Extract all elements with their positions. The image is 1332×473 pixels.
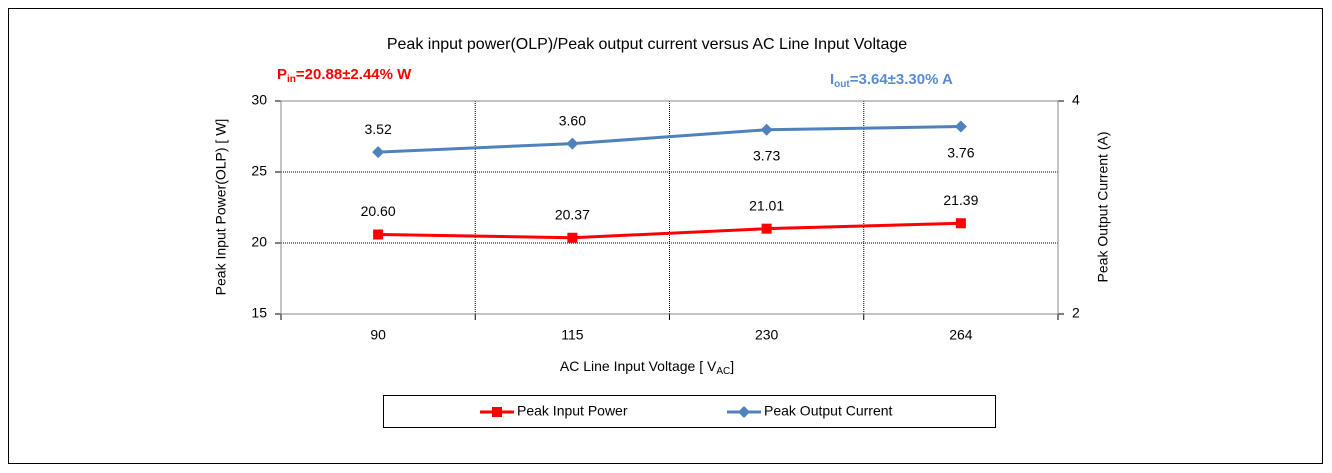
data-label: 3.52 [365,121,392,137]
x-tick-label: 115 [561,327,584,343]
annotation-sub: in [287,74,296,85]
x-axis-label: AC Line Input Voltage [ VAC] [560,358,734,377]
y2-tick-label: 2 [1072,305,1080,321]
legend-box [383,395,996,428]
y-axis-label: Peak Input Power(OLP) [ W] [213,119,229,296]
data-point [567,232,578,243]
x-axis-label-main: AC Line Input Voltage [ V [560,358,717,374]
annotation-sub: out [834,79,850,90]
data-point [761,223,772,234]
x-tick-label: 90 [370,327,386,343]
data-point [373,229,384,240]
legend-label: Peak Input Power [517,403,628,419]
x-tick-label: 264 [949,327,973,343]
legend-marker [492,407,502,417]
annotation-rest: =20.88±2.44% W [296,66,412,83]
y2-tick-label: 4 [1072,92,1080,108]
data-label: 3.73 [753,147,780,163]
series-line [378,221,961,240]
frame [8,8,1323,464]
y-tick-label: 15 [251,305,267,321]
legend-marker [738,406,750,418]
data-label: 3.76 [947,144,974,160]
chart-title: Peak input power(OLP)/Peak output curren… [387,36,907,53]
data-label: 21.39 [943,192,978,208]
x-axis-label-rest: ] [730,358,734,374]
data-label: 20.37 [555,206,590,222]
y2-axis-label: Peak Output Current (A) [1095,132,1111,283]
x-axis-label-sub: AC [716,366,730,377]
x-tick-label: 230 [755,327,779,343]
data-point [372,146,385,159]
annotation: Pin=20.88±2.44% W [277,66,412,85]
y-tick-label: 30 [251,92,267,108]
data-point [955,218,966,229]
annotation: Iout=3.64±3.30% A [830,71,953,90]
data-label: 3.60 [559,112,586,128]
data-point [760,123,773,136]
y-tick-label: 20 [251,234,267,250]
plot-area [280,100,1059,315]
annotation-main: P [277,66,287,83]
annotation-main: I [830,71,834,88]
annotation-rest: =3.64±3.30% A [850,71,953,88]
data-label: 20.60 [361,203,396,219]
y-tick-label: 25 [251,163,267,179]
data-label: 21.01 [749,197,784,213]
data-point [954,120,967,133]
series-line [378,125,961,154]
legend-label: Peak Output Current [764,403,893,419]
data-point [566,137,579,150]
